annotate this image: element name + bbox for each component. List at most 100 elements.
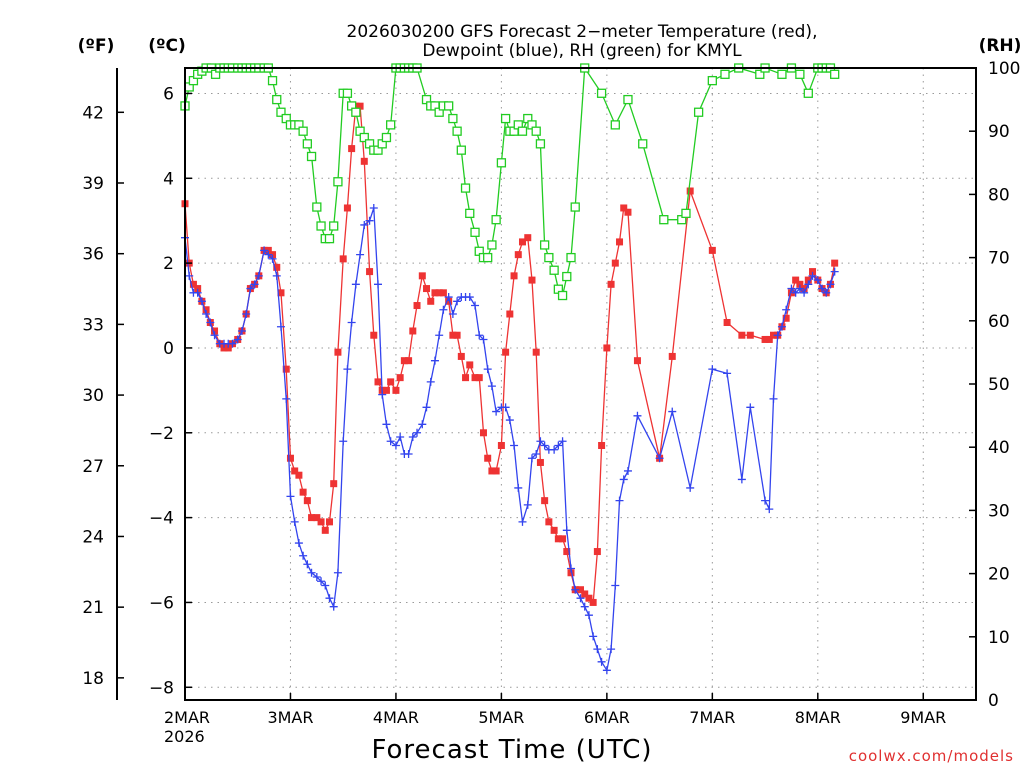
celsius-tick-label: 4 (163, 169, 174, 189)
rh-point (539, 240, 550, 250)
dewpoint-point (510, 441, 519, 450)
dewpoint-point (404, 449, 413, 458)
dewpoint-point (800, 288, 809, 297)
dewpoint-point (723, 369, 732, 378)
dewpoint-point (396, 433, 405, 442)
temperature-point (796, 280, 804, 288)
temperature-point (528, 276, 536, 284)
dewpoint-point (294, 539, 303, 548)
temperature-point (224, 344, 232, 352)
dewpoint-point (558, 437, 567, 446)
temperature-point (616, 238, 624, 246)
dewpoint-point (813, 276, 822, 285)
time-tick-label: 3MAR (267, 708, 313, 727)
temperature-point (277, 289, 285, 297)
dewpoint-point (830, 267, 839, 276)
rh-point (329, 221, 339, 231)
dewpoint-point (826, 280, 835, 289)
dewpoint-point (475, 331, 484, 340)
dewpoint-point (619, 475, 628, 484)
temperature-point (387, 378, 395, 386)
rh-line (184, 66, 836, 298)
rh-tick-label: 100 (988, 59, 1020, 79)
dewpoint-point (576, 594, 585, 603)
dewpoint-point (391, 441, 400, 450)
temperature-point (295, 471, 303, 479)
dewpoint-point (382, 420, 391, 429)
temperature-point (589, 598, 597, 606)
temperature-point (466, 361, 474, 369)
temperature-point (202, 306, 210, 314)
dewpoint-point (505, 416, 514, 425)
celsius-tick-label: −8 (149, 678, 174, 698)
rh-point (272, 94, 282, 105)
dewpoint-point (228, 339, 237, 348)
dewpoint-point (791, 288, 800, 297)
dewpoint-point (782, 305, 791, 314)
rh-point (306, 151, 317, 162)
rh-point (570, 202, 580, 212)
time-tick-label: 4MAR (373, 708, 419, 727)
rh-point (535, 139, 546, 149)
temperature-point (577, 586, 584, 594)
rh-point (566, 252, 576, 263)
dewpoint-point (761, 496, 770, 505)
dewpoint-point (708, 365, 717, 374)
temperature-point (563, 548, 571, 556)
chart-title-line1: 2026030200 GFS Forecast 2−meter Temperat… (347, 22, 818, 42)
temperature-point (559, 535, 567, 543)
temperature-point (567, 569, 575, 577)
dewpoint-point (206, 318, 215, 327)
dewpoint-point (804, 280, 813, 289)
dewpoint-point (422, 403, 431, 412)
dewpoint-point (589, 632, 598, 641)
rh-point (531, 126, 541, 136)
dewpoint-point (299, 551, 308, 560)
temperature-point (269, 251, 277, 259)
temperature-point (545, 518, 553, 526)
dewpoint-point (250, 280, 259, 289)
temperature-point (392, 386, 400, 394)
dewpoint-point (378, 390, 387, 399)
dewpoint-point (202, 310, 211, 319)
dewpoint-point (435, 331, 444, 340)
temperature-point (723, 318, 731, 326)
temperature-point (370, 331, 378, 339)
temperature-point (308, 514, 316, 522)
dewpoint-point (360, 220, 369, 229)
dewpoint-point (418, 420, 427, 429)
time-tick-label: 9MAR (900, 708, 946, 727)
fahrenheit-tick-label: 21 (82, 598, 104, 618)
dewpoint-point (655, 454, 664, 463)
credit-label: coolwx.com/models (849, 747, 1014, 765)
dewpoint-point (611, 581, 620, 590)
temperature-point (427, 297, 435, 305)
rh-point (483, 252, 493, 263)
dewpoint-point (254, 271, 263, 280)
dewpoint-point (272, 271, 281, 280)
fahrenheit-tick-label: 39 (82, 174, 104, 194)
temperature-point (550, 526, 558, 534)
dewpoint-point (268, 254, 277, 263)
temperature-point (800, 285, 808, 293)
dewpoint-point (562, 526, 571, 535)
rh-point (517, 126, 528, 136)
dewpoint-point (633, 411, 642, 420)
rh-point (324, 233, 335, 244)
temperature-point (303, 497, 311, 505)
rh-point (276, 107, 286, 117)
temperature-point (611, 259, 619, 267)
dewpoint-point (351, 280, 360, 289)
temperature-point (607, 280, 615, 288)
temperature-point (435, 289, 443, 297)
temperature-point (761, 335, 769, 343)
temperature-point (339, 255, 347, 263)
temperature-point (334, 348, 342, 356)
temperature-point (585, 594, 593, 602)
temperature-point (488, 467, 496, 475)
rh-point (557, 290, 568, 301)
rh-point (720, 69, 730, 79)
temperature-point (792, 276, 800, 284)
dewpoint-point (246, 284, 255, 293)
